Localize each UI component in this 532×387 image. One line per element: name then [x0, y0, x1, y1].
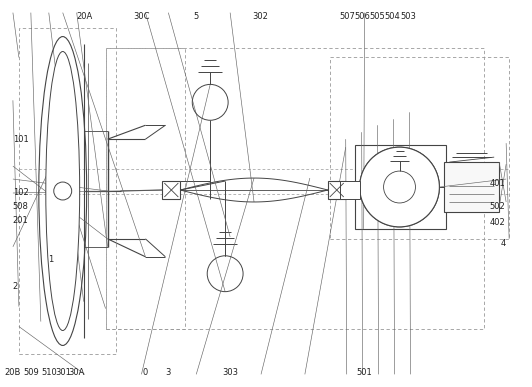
- Text: 4: 4: [501, 239, 505, 248]
- Text: 1: 1: [47, 255, 53, 264]
- Text: 302: 302: [253, 12, 269, 21]
- Bar: [328, 181, 346, 199]
- Text: 3: 3: [165, 368, 171, 377]
- Bar: [105, 48, 185, 329]
- Text: 5: 5: [194, 12, 198, 21]
- Text: 20B: 20B: [4, 368, 21, 377]
- Text: 507: 507: [339, 12, 355, 21]
- Text: 502: 502: [490, 202, 505, 212]
- Text: 30C: 30C: [133, 12, 149, 21]
- Bar: [330, 58, 509, 239]
- Bar: [105, 48, 484, 329]
- Text: 503: 503: [400, 12, 416, 21]
- Bar: [444, 162, 499, 212]
- Text: 509: 509: [24, 368, 39, 377]
- Bar: [19, 27, 115, 354]
- Text: 504: 504: [384, 12, 400, 21]
- Text: 301: 301: [55, 368, 71, 377]
- Circle shape: [360, 147, 439, 227]
- Text: 505: 505: [369, 12, 385, 21]
- Text: 30A: 30A: [69, 368, 85, 377]
- Bar: [162, 181, 180, 199]
- Text: 501: 501: [356, 368, 372, 377]
- Text: 0: 0: [143, 368, 148, 377]
- Text: 201: 201: [13, 216, 28, 225]
- Text: 303: 303: [222, 368, 238, 377]
- Text: 402: 402: [490, 218, 505, 227]
- Bar: [340, 181, 360, 199]
- Text: 2: 2: [13, 282, 18, 291]
- Text: 510: 510: [42, 368, 57, 377]
- Ellipse shape: [46, 51, 80, 330]
- Bar: [355, 145, 446, 229]
- Text: 506: 506: [354, 12, 370, 21]
- Circle shape: [54, 182, 72, 200]
- Text: 102: 102: [13, 188, 28, 197]
- Text: 20A: 20A: [77, 12, 93, 21]
- Text: 401: 401: [490, 179, 505, 188]
- Text: 101: 101: [13, 135, 28, 144]
- Text: 508: 508: [13, 202, 29, 212]
- Circle shape: [384, 171, 415, 203]
